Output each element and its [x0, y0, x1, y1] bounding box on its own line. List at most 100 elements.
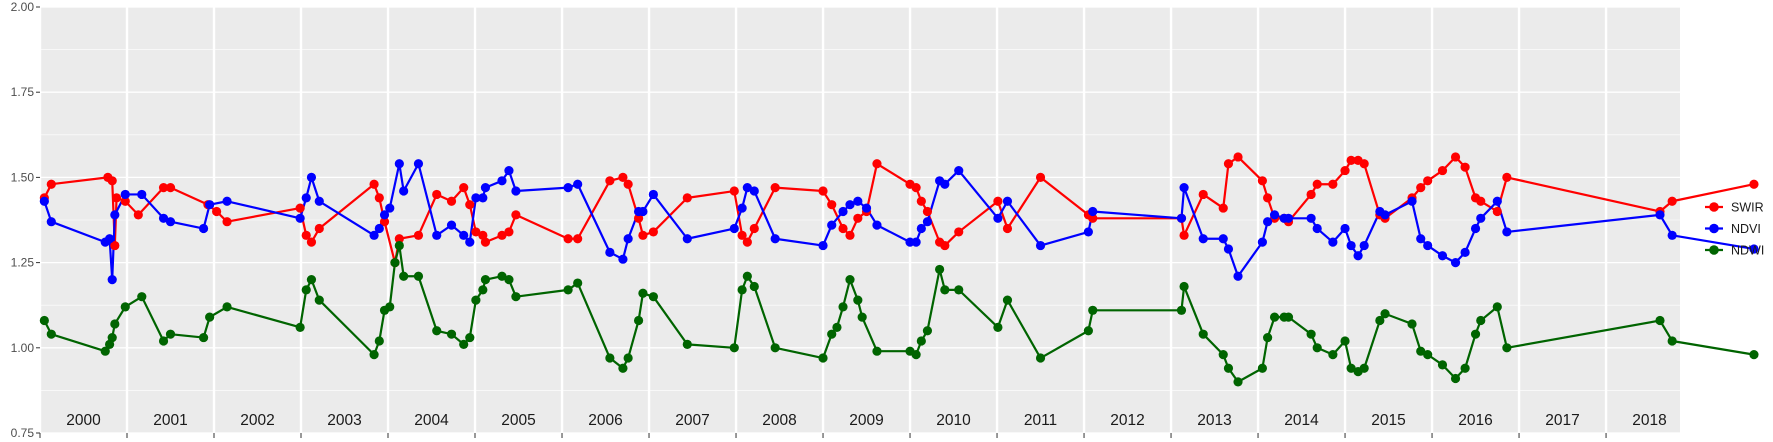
data-point-ndwi: [1088, 305, 1098, 315]
data-point-ndvi: [1380, 210, 1390, 220]
year-label: 2005: [501, 412, 535, 429]
data-point-swir: [1346, 155, 1356, 165]
data-point-ndwi: [1407, 319, 1417, 329]
data-point-swir: [638, 230, 648, 240]
data-point-ndwi: [413, 271, 424, 281]
data-point-ndwi: [205, 312, 215, 322]
data-point-ndvi: [827, 220, 837, 230]
data-point-swir: [1179, 230, 1189, 240]
data-point-ndwi: [306, 275, 317, 285]
data-point-swir: [729, 186, 739, 196]
data-point-ndwi: [563, 285, 573, 295]
data-point-swir: [682, 193, 692, 203]
data-point-swir: [1450, 152, 1461, 162]
data-point-ndvi: [1179, 183, 1189, 193]
data-point-ndvi: [1223, 244, 1234, 254]
data-point-ndvi: [385, 203, 395, 213]
data-point-ndwi: [1476, 315, 1486, 326]
data-point-ndvi: [1198, 234, 1208, 244]
data-point-ndwi: [1002, 295, 1013, 305]
year-label: 2000: [66, 412, 101, 429]
data-point-ndvi: [845, 200, 855, 210]
data-point-swir: [853, 213, 863, 223]
data-point-swir: [306, 237, 317, 247]
data-point-swir: [618, 172, 628, 182]
data-point-ndvi: [39, 196, 49, 206]
data-point-ndvi: [301, 193, 311, 203]
year-label: 2013: [1197, 412, 1231, 429]
data-point-ndvi: [120, 189, 130, 200]
y-tick-label: 2.00: [11, 0, 35, 14]
data-point-ndwi: [1312, 343, 1322, 353]
data-point-ndwi: [165, 329, 176, 339]
data-point-ndwi: [1263, 332, 1273, 343]
data-point-swir: [374, 193, 384, 203]
data-point-ndwi: [478, 285, 488, 295]
data-point-swir: [954, 227, 964, 237]
data-point-ndwi: [1492, 302, 1502, 312]
data-point-ndvi: [110, 210, 120, 220]
data-point-ndvi: [838, 206, 848, 217]
data-point-swir: [993, 196, 1003, 206]
data-point-swir: [446, 196, 457, 206]
data-point-ndvi: [306, 172, 317, 182]
data-point-ndvi: [682, 234, 692, 244]
data-point-swir: [314, 223, 324, 234]
data-point-ndvi: [922, 217, 933, 227]
data-point-ndwi: [623, 353, 633, 363]
data-point-ndvi: [954, 165, 964, 176]
data-point-ndwi: [1470, 329, 1481, 339]
year-label: 2015: [1371, 412, 1405, 429]
data-point-ndvi: [1502, 227, 1512, 237]
data-point-ndwi: [845, 275, 855, 285]
data-point-ndwi: [1233, 377, 1243, 387]
data-point-ndvi: [911, 237, 921, 247]
data-point-swir: [459, 183, 469, 193]
data-point-ndvi: [638, 206, 648, 217]
data-point-ndvi: [478, 193, 488, 203]
data-point-ndwi: [39, 315, 49, 326]
data-point-ndwi: [1423, 350, 1433, 360]
data-point-ndvi: [446, 220, 457, 230]
data-point-ndvi: [295, 213, 305, 223]
series-marks: [39, 152, 1759, 387]
data-point-swir: [480, 237, 491, 247]
data-point-ndwi: [465, 332, 475, 343]
data-point-ndvi: [1306, 213, 1316, 223]
data-point-ndvi: [1263, 217, 1273, 227]
year-label: 2007: [675, 412, 709, 429]
data-point-ndwi: [853, 295, 863, 305]
data-point-ndvi: [872, 220, 882, 230]
data-point-ndvi: [413, 159, 424, 169]
data-point-ndwi: [1655, 315, 1665, 326]
year-label: 2001: [153, 412, 187, 429]
data-point-ndvi: [1492, 196, 1502, 206]
data-point-ndwi: [385, 302, 395, 312]
data-point-swir: [465, 200, 475, 210]
y-tick-label: 1.50: [11, 170, 35, 184]
data-point-ndvi: [1476, 213, 1486, 223]
data-point-ndwi: [1502, 343, 1512, 353]
data-point-ndvi: [1257, 237, 1267, 247]
data-point-ndwi: [1749, 350, 1759, 360]
data-point-ndwi: [120, 302, 130, 312]
legend-label-ndwi: NDWI: [1731, 244, 1764, 258]
data-point-ndwi: [137, 292, 147, 302]
data-point-ndvi: [729, 223, 739, 234]
data-point-ndvi: [465, 237, 475, 247]
data-point-swir: [838, 223, 848, 234]
data-point-ndwi: [818, 353, 828, 363]
data-point-ndwi: [770, 343, 780, 353]
data-point-swir: [222, 217, 232, 227]
data-point-swir: [1476, 196, 1486, 206]
data-point-swir: [1223, 159, 1234, 169]
data-point-swir: [845, 230, 855, 240]
data-point-ndvi: [1218, 234, 1228, 244]
data-point-ndwi: [504, 275, 514, 285]
data-point-swir: [1328, 179, 1338, 189]
data-point-swir: [413, 230, 424, 240]
data-point-ndwi: [399, 271, 409, 281]
data-point-ndvi: [1416, 234, 1426, 244]
data-point-ndwi: [1450, 373, 1461, 384]
